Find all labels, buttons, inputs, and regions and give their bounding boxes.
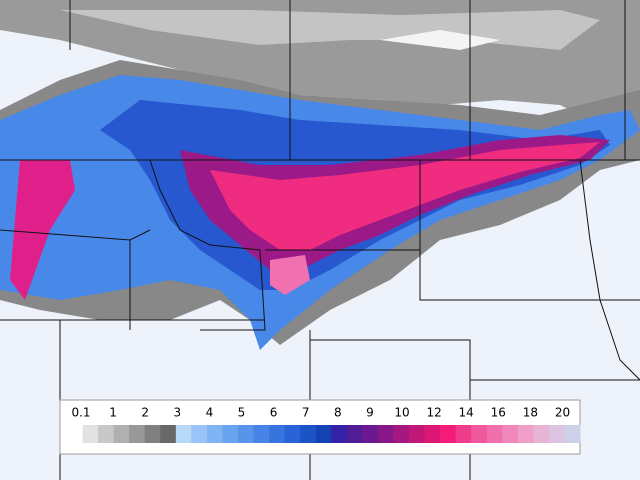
legend-swatch [502, 425, 519, 443]
legend-swatch [424, 425, 441, 443]
color-legend: 0.1 1 2 3 4 5 6 7 8 9 10 12 14 16 18 20 [59, 399, 581, 455]
legend-swatch [533, 425, 550, 443]
legend-tick-label: 1 [109, 406, 117, 420]
heavy-snow-region [270, 255, 310, 295]
legend-swatch [377, 425, 394, 443]
legend-swatch [471, 425, 488, 443]
legend-swatch [206, 425, 223, 443]
legend-tick-label: 12 [426, 406, 441, 420]
legend-tick-label: 4 [206, 406, 214, 420]
legend-tick-label: 2 [141, 406, 149, 420]
legend-swatch [67, 425, 84, 443]
legend-swatch [129, 425, 146, 443]
legend-swatch [113, 425, 130, 443]
legend-tick-label: 8 [334, 406, 342, 420]
legend-tick-label: 3 [173, 406, 181, 420]
legend-swatch [144, 425, 161, 443]
legend-swatch [331, 425, 348, 443]
legend-swatch [393, 425, 410, 443]
legend-swatch [564, 425, 581, 443]
heavy-snow-region [210, 142, 600, 250]
legend-tick-label: 16 [491, 406, 506, 420]
legend-swatch [98, 425, 115, 443]
legend-swatch [300, 425, 317, 443]
legend-swatch [346, 425, 363, 443]
legend-swatch [253, 425, 270, 443]
legend-swatch [82, 425, 99, 443]
legend-swatch [222, 425, 239, 443]
legend-swatch [269, 425, 286, 443]
legend-tick-label: 6 [270, 406, 278, 420]
legend-tick-label: 20 [555, 406, 570, 420]
heavy-snow-region [10, 160, 75, 300]
legend-tick-label: 18 [523, 406, 538, 420]
legend-swatch [175, 425, 192, 443]
legend-swatch [160, 425, 177, 443]
legend-swatch [284, 425, 301, 443]
legend-swatch [440, 425, 457, 443]
legend-swatch [362, 425, 379, 443]
legend-swatch [517, 425, 534, 443]
legend-tick-label: 5 [238, 406, 246, 420]
legend-swatch [486, 425, 503, 443]
legend-tick-label: 9 [366, 406, 374, 420]
legend-tick-label: 14 [459, 406, 474, 420]
legend-swatch [191, 425, 208, 443]
legend-tick-label: 0.1 [71, 406, 90, 420]
legend-swatch [548, 425, 565, 443]
legend-tick-label: 7 [302, 406, 310, 420]
legend-swatch [409, 425, 426, 443]
legend-tick-label: 10 [394, 406, 409, 420]
legend-swatch [315, 425, 332, 443]
legend-swatch [455, 425, 472, 443]
legend-swatch [238, 425, 255, 443]
